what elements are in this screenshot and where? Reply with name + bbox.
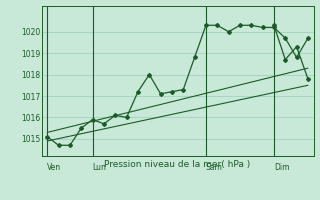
Text: Dim: Dim	[274, 164, 289, 172]
Text: Ven: Ven	[47, 164, 61, 172]
X-axis label: Pression niveau de la mer( hPa ): Pression niveau de la mer( hPa )	[104, 160, 251, 169]
Text: Sam: Sam	[206, 164, 223, 172]
Text: Lun: Lun	[92, 164, 107, 172]
